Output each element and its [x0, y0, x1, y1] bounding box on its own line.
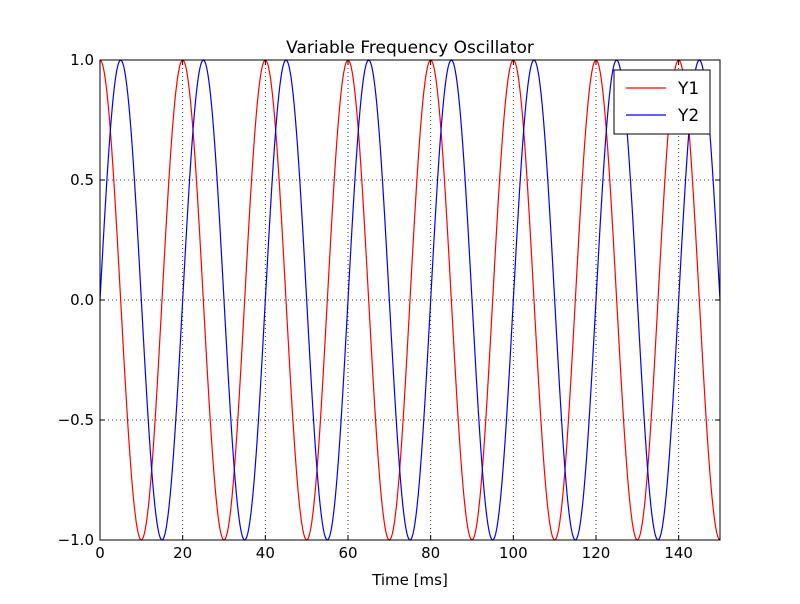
y-tick-label: −1.0 — [58, 531, 94, 549]
y-tick-label: 0.5 — [70, 171, 94, 189]
x-tick-label: 20 — [173, 544, 192, 562]
x-tick-label: 120 — [582, 544, 611, 562]
x-tick-label: 140 — [664, 544, 693, 562]
chart-title: Variable Frequency Oscillator — [286, 38, 534, 58]
legend-box — [613, 69, 711, 135]
y-tick-label: 1.0 — [70, 51, 94, 69]
y-tick-label: 0.0 — [70, 291, 94, 309]
x-tick-label: 60 — [338, 544, 357, 562]
series-line-y1 — [99, 59, 721, 541]
x-axis-ticks: 0 20 40 60 80 100 120 140 — [95, 60, 693, 562]
legend-label-y1: Y1 — [677, 79, 699, 99]
x-axis-label: Time [ms] — [371, 571, 448, 589]
x-tick-label: 100 — [499, 544, 528, 562]
y-axis-ticks: −1.0 −0.5 0.0 0.5 1.0 — [58, 51, 720, 549]
x-tick-label: 0 — [95, 544, 105, 562]
y-tick-label: −0.5 — [58, 411, 94, 429]
x-tick-label: 40 — [256, 544, 275, 562]
x-tick-label: 80 — [421, 544, 440, 562]
legend-label-y2: Y2 — [677, 106, 699, 126]
